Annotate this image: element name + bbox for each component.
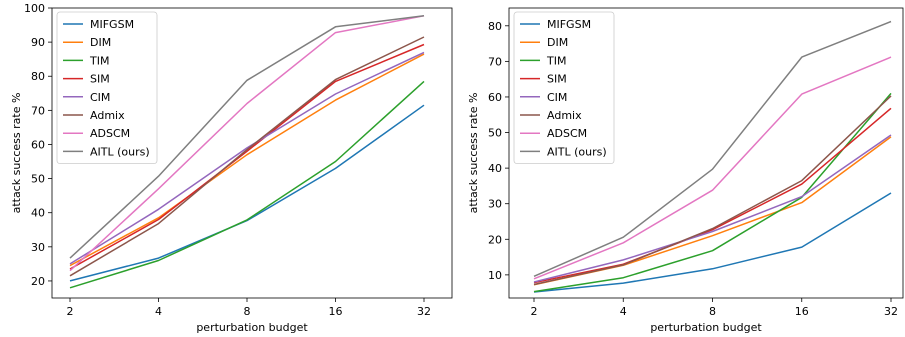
y-tick-label: 20 [31,275,45,288]
x-tick-label: 16 [795,305,809,318]
series-line-adscm [533,56,892,280]
legend-label: TIM [89,54,109,67]
y-tick-label: 10 [488,269,502,282]
legend-label: MIFGSM [90,18,134,31]
legend-label: CIM [90,91,110,104]
series-line-adscm [69,15,425,272]
legend-label: Admix [90,109,125,122]
x-tick-label: 4 [155,305,162,318]
chart-panel-2: 10 20 30 40 50 60 70 80 2 4 8 16 32 perturbation budg… [467,7,904,334]
legend-label: TIM [546,54,566,67]
legend: MIFGSM DIM TIM SIM CIM Admix ADSCM AITL (ours) [56,11,158,165]
y-tick-label: 100 [24,2,45,15]
plot-frame [508,7,904,299]
y-tick-label: 70 [31,104,45,117]
x-tick-label: 32 [417,305,431,318]
legend-label: CIM [547,91,567,104]
x-tick-label: 16 [329,305,343,318]
legend-label: AITL (ours) [90,145,150,158]
legend-label: DIM [90,36,111,49]
legend: MIFGSM DIM TIM SIM CIM Admix ADSCM AITL (ours) [513,11,615,165]
series-line-cim [533,134,892,283]
x-tick-label: 4 [620,305,627,318]
x-axis-label: perturbation budget [650,321,762,334]
series-line-mifgsm [533,192,892,293]
series-line-aitl-ours [533,20,892,277]
plot-frame [51,7,453,299]
y-tick-label: 80 [488,20,502,33]
legend-box [513,11,615,165]
legend-label: AITL (ours) [547,145,607,158]
x-axis-label: perturbation budget [196,321,308,334]
series-line-tim [69,80,425,289]
x-tick-label: 32 [884,305,898,318]
y-tick-label: 30 [488,198,502,211]
series-line-tim [533,92,892,293]
y-axis-label: attack success rate % [467,93,480,214]
y-tick-label: 60 [488,91,502,104]
y-tick-label: 40 [31,207,45,220]
y-axis-label: attack success rate % [10,93,23,214]
y-tick-label: 50 [488,127,502,140]
legend-label: DIM [547,36,568,49]
chart-panel-1: 20 30 40 50 60 70 80 90 100 2 4 8 16 32 perturbation b… [10,2,453,334]
series-line-sim [533,107,892,284]
x-tick-label: 8 [244,305,251,318]
y-tick-label: 40 [488,162,502,175]
series-line-cim [69,51,425,265]
y-tick-label: 90 [31,36,45,49]
legend-label: SIM [90,73,110,86]
x-tick-label: 2 [67,305,74,318]
legend-label: SIM [547,73,567,86]
series-line-dim [69,53,425,267]
legend-label: Admix [547,109,582,122]
x-tick-label: 2 [531,305,538,318]
series-line-admix [69,36,425,277]
series-line-sim [69,43,425,270]
y-tick-label: 80 [31,70,45,83]
y-tick-label: 50 [31,173,45,186]
legend-label: MIFGSM [547,18,591,31]
y-tick-label: 60 [31,138,45,151]
legend-label: ADSCM [547,127,587,140]
y-tick-label: 70 [488,55,502,68]
y-tick-label: 30 [31,241,45,254]
x-tick-label: 8 [709,305,716,318]
legend-label: ADSCM [90,127,130,140]
series-line-aitl-ours [69,15,425,259]
y-tick-label: 20 [488,233,502,246]
legend-box [56,11,158,165]
series-line-admix [533,95,892,286]
